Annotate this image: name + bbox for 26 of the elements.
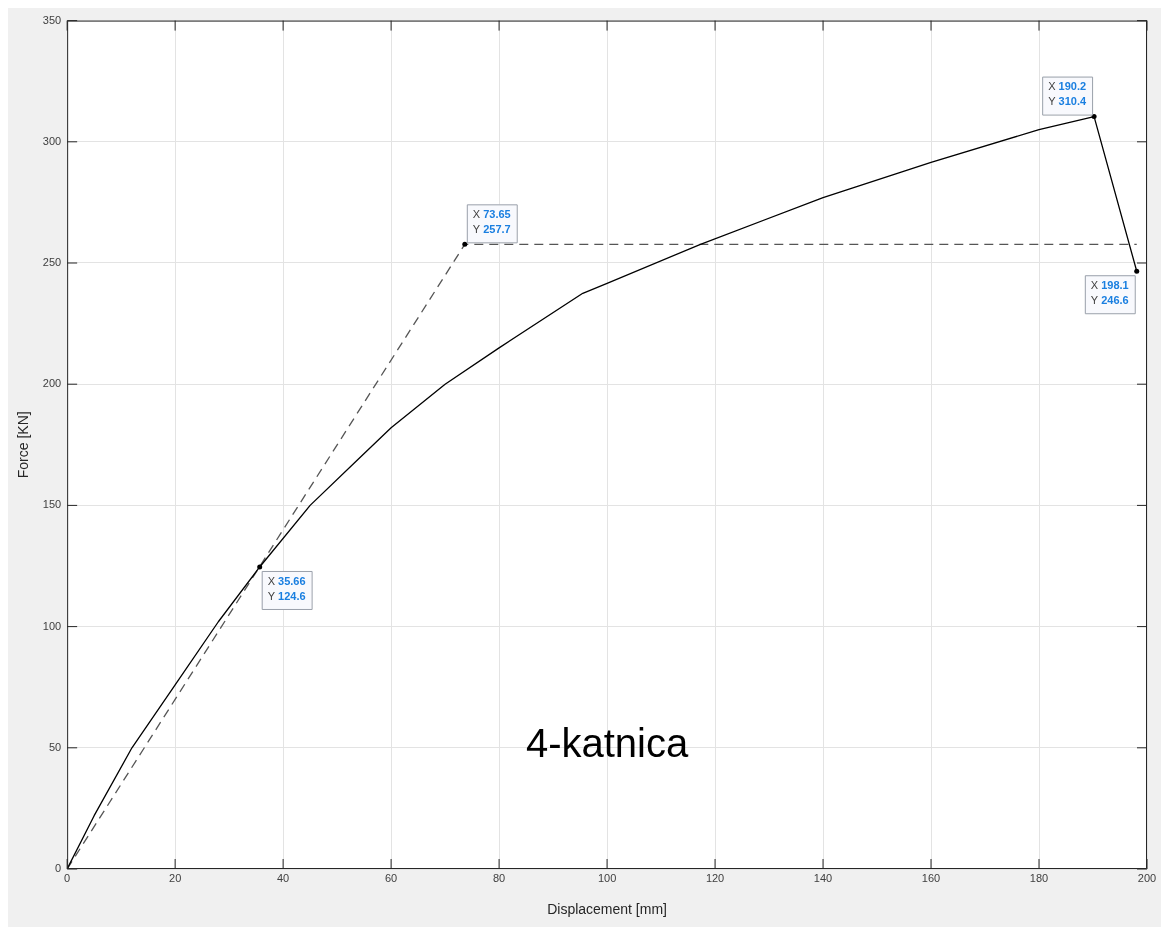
x-tick-label: 140 <box>813 871 833 884</box>
annotation: X 73.65 Y 257.7 <box>472 207 511 235</box>
y-tick-label: 50 <box>48 740 62 753</box>
y-tick-label: 0 <box>55 862 62 875</box>
x-tick-label: 160 <box>921 871 941 884</box>
y-tick-label: 300 <box>42 134 62 147</box>
y-axis-title: Force [KN] <box>15 411 32 479</box>
x-tick-label: 40 <box>277 871 290 884</box>
y-tick-label: 100 <box>42 619 62 632</box>
annotation: X 190.2 Y 310.4 <box>1048 80 1087 108</box>
x-tick-label: 20 <box>169 871 182 884</box>
x-tick-label: 100 <box>597 871 617 884</box>
annotation: 4-katnica <box>525 721 689 766</box>
y-tick-label: 150 <box>42 498 62 511</box>
annotation: X 198.1 Y 246.6 <box>1090 278 1129 306</box>
y-tick-label: 250 <box>42 256 62 269</box>
x-tick-label: 120 <box>705 871 725 884</box>
annotation: X 35.66 Y 124.6 <box>267 574 306 602</box>
x-tick-label: 60 <box>384 871 398 884</box>
x-tick-label: 80 <box>492 871 506 884</box>
x-tick-label: 200 <box>1137 871 1157 884</box>
x-axis-title: Displacement [mm] <box>547 901 667 918</box>
y-tick-label: 200 <box>42 377 62 390</box>
y-tick-label: 350 <box>42 13 62 26</box>
x-tick-label: 180 <box>1029 871 1049 884</box>
x-tick-label: 0 <box>64 871 71 884</box>
